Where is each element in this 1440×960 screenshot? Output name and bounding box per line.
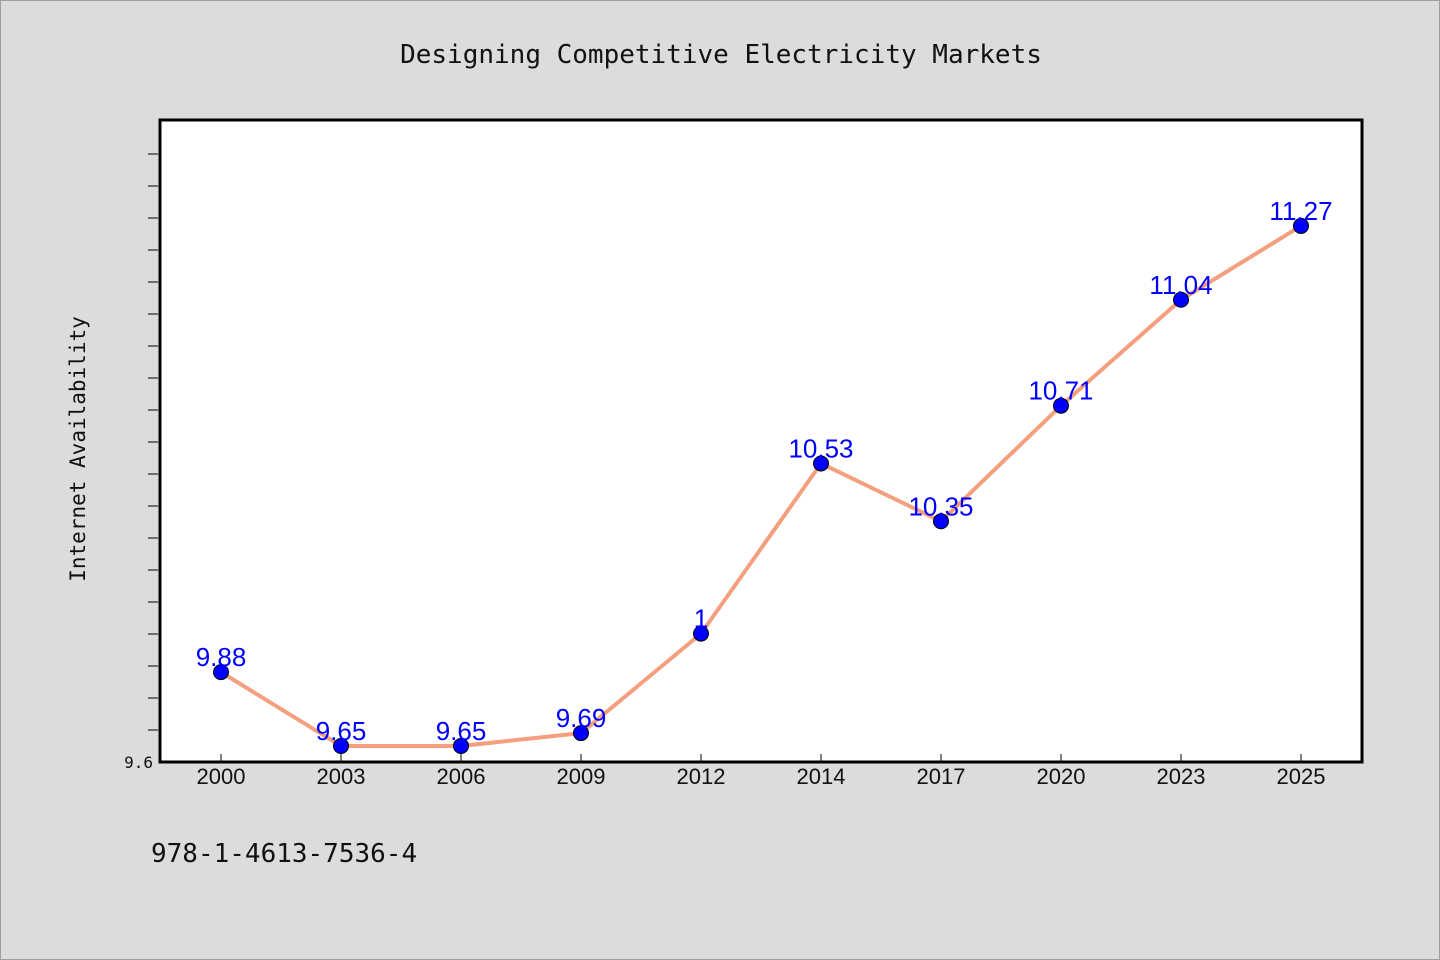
data-label: 9.65	[316, 716, 367, 746]
x-tick-label: 2012	[677, 764, 726, 789]
series-layer	[219, 223, 1303, 748]
data-point-marker	[573, 725, 589, 742]
x-tick-label: 2014	[797, 764, 846, 789]
data-point-marker	[1293, 217, 1309, 234]
x-tick-label: 2025	[1277, 764, 1326, 789]
data-point-marker	[1173, 291, 1189, 308]
x-tick-label: 2017	[917, 764, 966, 789]
data-label-layer: 9.88 9.65 9.65 9.69 1 10.53 10.35 10.71 11.04 11.…	[196, 196, 1333, 746]
footer-isbn: 978-1-4613-7536-4	[151, 839, 417, 869]
x-tick-label: 2023	[1157, 764, 1206, 789]
y-axis-label: Internet Availability	[66, 316, 90, 582]
chart-title: Designing Competitive Electricity Market…	[400, 40, 1042, 70]
data-point-marker	[1053, 397, 1069, 414]
x-tick-label: 2006	[437, 764, 486, 789]
data-label: 9.88	[196, 642, 247, 672]
data-label: 9.69	[556, 703, 607, 733]
y-axis: 9.6	[124, 753, 153, 772]
plot-area	[158, 118, 1364, 764]
data-label: 11.27	[1269, 196, 1332, 226]
series-line	[219, 223, 1303, 748]
x-tick-label: 2003	[317, 764, 366, 789]
data-label: 10.53	[788, 433, 853, 463]
data-label: 10.35	[908, 491, 973, 521]
data-point-marker	[333, 737, 349, 754]
marker-layer	[213, 217, 1309, 754]
data-label: 10.71	[1028, 376, 1093, 406]
data-point-marker	[453, 737, 469, 754]
x-tick-label: 2020	[1037, 764, 1086, 789]
data-point-marker	[693, 625, 709, 642]
data-point-marker	[813, 455, 829, 472]
x-axis: 2000 2003 2006 2009 2012 2014 2017 2020 2023 2025	[197, 754, 1326, 789]
data-label: 9.65	[436, 716, 487, 746]
data-label: 11.04	[1149, 270, 1212, 300]
y-tick-label: 9.6	[124, 753, 153, 772]
data-label: 1	[694, 604, 708, 634]
data-point-marker	[933, 513, 949, 530]
x-tick-label: 2000	[197, 764, 246, 789]
y-axis-ticks	[148, 153, 158, 731]
data-point-marker	[213, 664, 229, 681]
x-tick-label: 2009	[557, 764, 606, 789]
